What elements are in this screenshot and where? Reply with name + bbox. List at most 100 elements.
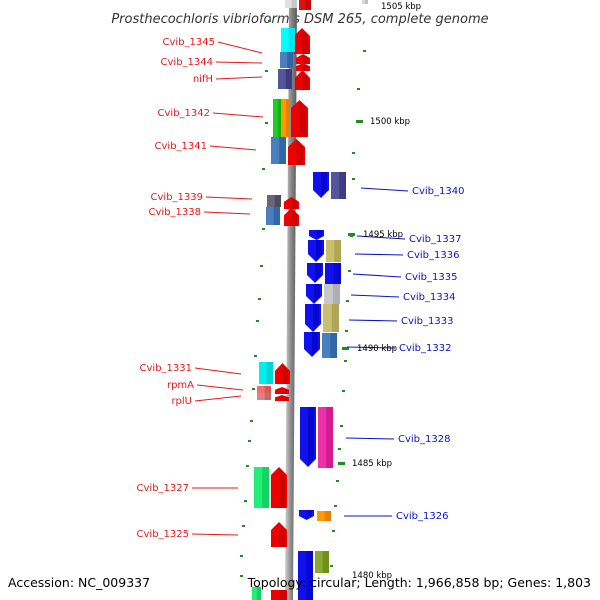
scale-tick-major — [348, 233, 355, 236]
scale-tick — [348, 270, 351, 272]
scale-tick — [248, 440, 251, 442]
gene-box — [259, 362, 273, 384]
gene-box — [324, 284, 340, 304]
gene-arrow-forward — [284, 208, 299, 226]
gene-label-text: Cvib_1344 — [161, 57, 213, 68]
leader-line — [345, 437, 395, 440]
gene-label-text: Cvib_1336 — [407, 250, 459, 261]
gene-arrow-forward — [275, 363, 290, 384]
gene-box — [271, 590, 287, 600]
scale-tick — [345, 330, 348, 332]
gene-label-text: Cvib_1335 — [405, 272, 457, 283]
scale-tick — [256, 320, 259, 322]
gene-label-text: Cvib_1327 — [137, 483, 189, 494]
scale-tick — [330, 565, 333, 567]
gene-arrow-reverse — [305, 304, 321, 332]
gene-label-reverse: Cvib_1328 — [345, 434, 450, 445]
scale-label: 1505 kbp — [381, 2, 421, 12]
gene-box — [318, 407, 333, 468]
scale-tick-major — [356, 120, 363, 123]
gene-box — [280, 52, 293, 68]
scale-tick — [262, 168, 265, 170]
gene-arrow-forward — [295, 70, 310, 90]
gene-box — [267, 195, 281, 207]
gene-label-reverse: Cvib_1337 — [356, 234, 461, 245]
gene-label-text: Cvib_1333 — [401, 316, 453, 327]
gene-label-text: Cvib_1341 — [155, 141, 207, 152]
gene-label-reverse: Cvib_1332 — [346, 343, 451, 354]
gene-label-text: Cvib_1326 — [396, 511, 448, 522]
gene-box — [325, 263, 341, 284]
scale-tick — [250, 420, 253, 422]
leader-line — [194, 367, 242, 375]
scale-tick — [260, 265, 263, 267]
gene-label-forward: rpmA — [167, 380, 244, 391]
scale-layer: 1505 kbp 1500 kbp 1495 kbp 1490 kbp 1485 kbp… — [352, 2, 421, 581]
scale-tick — [338, 448, 341, 450]
gene-label-text: rplU — [171, 396, 192, 407]
gene-arrow-forward — [291, 100, 308, 137]
gene-box — [317, 511, 331, 521]
leader-line — [209, 145, 257, 151]
accession-text: Accession: NC_009337 — [8, 575, 150, 590]
gene-label-reverse: Cvib_1335 — [352, 272, 457, 283]
scale-tick — [240, 575, 243, 577]
gene-label-text: Cvib_1334 — [403, 292, 455, 303]
gene-arrow-reverse — [304, 332, 320, 357]
genes-layer — [252, 0, 368, 600]
scale-tick — [265, 70, 268, 72]
gene-label-forward: Cvib_1344 — [161, 57, 263, 68]
scale-tick — [254, 355, 257, 357]
gene-box — [299, 0, 311, 10]
gene-arrow-forward — [296, 63, 310, 71]
gene-box — [281, 99, 290, 137]
gene-box — [281, 28, 295, 52]
leader-line — [194, 395, 242, 402]
gene-label-text: Cvib_1339 — [151, 192, 203, 203]
gene-box — [278, 69, 292, 89]
leader-line — [191, 533, 239, 536]
gene-label-reverse: Cvib_1333 — [348, 316, 453, 327]
leader-line — [205, 196, 253, 200]
leader-line — [360, 187, 409, 192]
scale-tick — [334, 505, 337, 507]
gene-box — [271, 137, 286, 164]
gene-box — [331, 172, 346, 199]
scale-tick — [246, 465, 249, 467]
scale-tick — [258, 298, 261, 300]
gene-arrow-forward — [271, 522, 287, 547]
gene-label-forward: Cvib_1345 — [163, 37, 263, 54]
gene-label-text: Cvib_1337 — [409, 234, 461, 245]
gene-label-forward: rplU — [171, 395, 242, 407]
scale-tick — [340, 425, 343, 427]
scale-tick — [336, 480, 339, 482]
gene-label-reverse: Cvib_1334 — [350, 292, 455, 303]
summary-text: Topology: circular; Length: 1,966,858 bp… — [247, 575, 591, 590]
gene-arrow-reverse — [300, 407, 316, 467]
gene-label-forward: Cvib_1338 — [149, 207, 251, 218]
scale-label: 1485 kbp — [352, 459, 392, 469]
ticks-layer — [240, 20, 366, 577]
gene-arrow-reverse — [308, 240, 324, 262]
gene-label-forward: nifH — [193, 74, 263, 85]
leader-line — [215, 76, 263, 80]
gene-arrow-forward — [271, 467, 287, 508]
gene-box — [362, 0, 368, 4]
scale-tick — [265, 122, 268, 124]
leader-line — [215, 61, 263, 64]
gene-arrow-reverse — [299, 510, 314, 520]
map-title: Prosthecochloris vibrioformis DSM 265, c… — [111, 12, 488, 27]
gene-label-text: rpmA — [167, 380, 194, 391]
leader-line — [350, 294, 400, 298]
gene-arrow-forward — [294, 28, 310, 54]
scale-tick — [344, 360, 347, 362]
leader-line — [217, 41, 263, 54]
scale-tick — [342, 390, 345, 392]
scale-label: 1480 kbp — [352, 571, 392, 581]
gene-label-forward: Cvib_1342 — [158, 108, 264, 119]
gene-label-text: Cvib_1338 — [149, 207, 201, 218]
gene-arrow-reverse — [309, 230, 324, 240]
gene-label-forward: Cvib_1341 — [155, 141, 257, 152]
